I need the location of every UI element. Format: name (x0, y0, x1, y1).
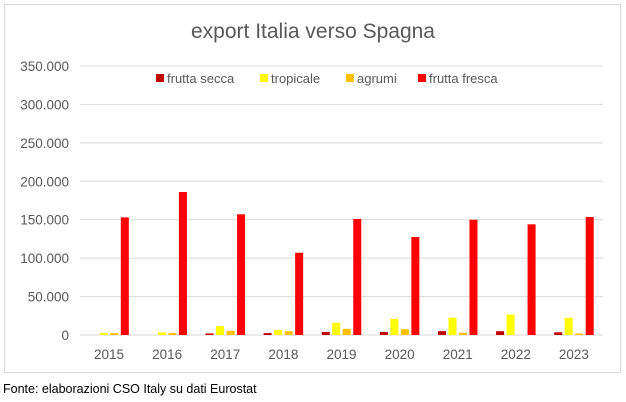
bar-frutta-fresca-2015 (120, 217, 129, 335)
x-tick-label: 2022 (501, 347, 531, 362)
y-tick-label: 250.000 (20, 136, 69, 151)
bar-agrumi-2019 (342, 328, 351, 335)
bars (99, 192, 594, 335)
bar-frutta-secca-2019 (321, 331, 330, 335)
chart-title: export Italia verso Spagna (191, 20, 435, 43)
x-tick-label: 2015 (94, 347, 124, 362)
bar-frutta-fresca-2019 (353, 218, 362, 335)
x-axis-ticks: 2015 2016 2017 2018 2019 2020 2021 2022 2023 (94, 347, 589, 362)
bar-agrumi-2017 (226, 330, 235, 335)
bar-frutta-fresca-2021 (469, 219, 478, 335)
bar-tropicale-2017 (216, 326, 225, 335)
bar-frutta-secca-2023 (554, 332, 563, 335)
bar-agrumi-2018 (284, 331, 293, 335)
y-axis-ticks: 0 50.000 100.000 150.000 200.000 250.000 300.0… (20, 59, 69, 343)
legend: frutta secca tropicale agrumi frutta fresca (156, 71, 498, 86)
x-tick-label: 2020 (385, 347, 415, 362)
y-tick-label: 350.000 (20, 59, 69, 74)
bar-tropicale-2021 (448, 317, 457, 335)
bar-frutta-secca-2017 (205, 333, 214, 335)
source-footer: Fonte: elaborazioni CSO Italy su dati Eu… (3, 382, 257, 396)
x-tick-label: 2017 (210, 347, 240, 362)
bar-chart: export Italia verso Spagna 0 50.000 100.00… (20, 20, 603, 362)
legend-swatch-frutta-secca (156, 74, 164, 82)
x-tick-label: 2021 (443, 347, 473, 362)
bar-frutta-secca-2018 (263, 333, 272, 335)
legend-label: frutta secca (167, 71, 235, 86)
bar-tropicale-2019 (332, 322, 341, 335)
bar-frutta-secca-2022 (496, 331, 505, 335)
legend-swatch-tropicale (260, 74, 268, 82)
y-tick-label: 50.000 (28, 290, 69, 305)
legend-label: agrumi (357, 71, 397, 86)
y-tick-label: 300.000 (20, 97, 69, 112)
x-tick-label: 2019 (326, 347, 356, 362)
bar-agrumi-2020 (400, 329, 409, 335)
bar-frutta-fresca-2018 (295, 252, 304, 335)
legend-label: frutta fresca (429, 71, 498, 86)
bar-frutta-secca-2020 (379, 331, 388, 335)
bar-frutta-fresca-2023 (585, 217, 594, 335)
gridlines (80, 65, 603, 336)
bar-tropicale-2016 (157, 332, 166, 335)
legend-swatch-agrumi (346, 74, 354, 82)
bar-tropicale-2022 (506, 314, 515, 335)
y-tick-label: 150.000 (20, 213, 69, 228)
bar-tropicale-2015 (99, 333, 108, 335)
bar-tropicale-2023 (564, 317, 573, 335)
bar-tropicale-2020 (390, 318, 399, 335)
y-tick-label: 200.000 (20, 174, 69, 189)
bar-frutta-fresca-2017 (237, 214, 246, 335)
legend-swatch-frutta-fresca (418, 74, 426, 82)
bar-agrumi-2015 (110, 333, 119, 335)
bar-agrumi-2016 (168, 333, 177, 335)
bar-frutta-fresca-2016 (178, 192, 187, 335)
legend-label: tropicale (271, 71, 320, 86)
x-tick-label: 2023 (559, 347, 589, 362)
y-tick-label: 100.000 (20, 251, 69, 266)
x-tick-label: 2018 (268, 347, 298, 362)
bar-tropicale-2018 (274, 330, 283, 335)
bar-frutta-fresca-2022 (527, 224, 536, 335)
bar-frutta-secca-2021 (437, 331, 446, 335)
x-tick-label: 2016 (152, 347, 182, 362)
bar-agrumi-2021 (458, 332, 467, 335)
y-tick-label: 0 (61, 328, 69, 343)
bar-frutta-fresca-2020 (411, 237, 420, 335)
bar-agrumi-2023 (575, 333, 584, 335)
